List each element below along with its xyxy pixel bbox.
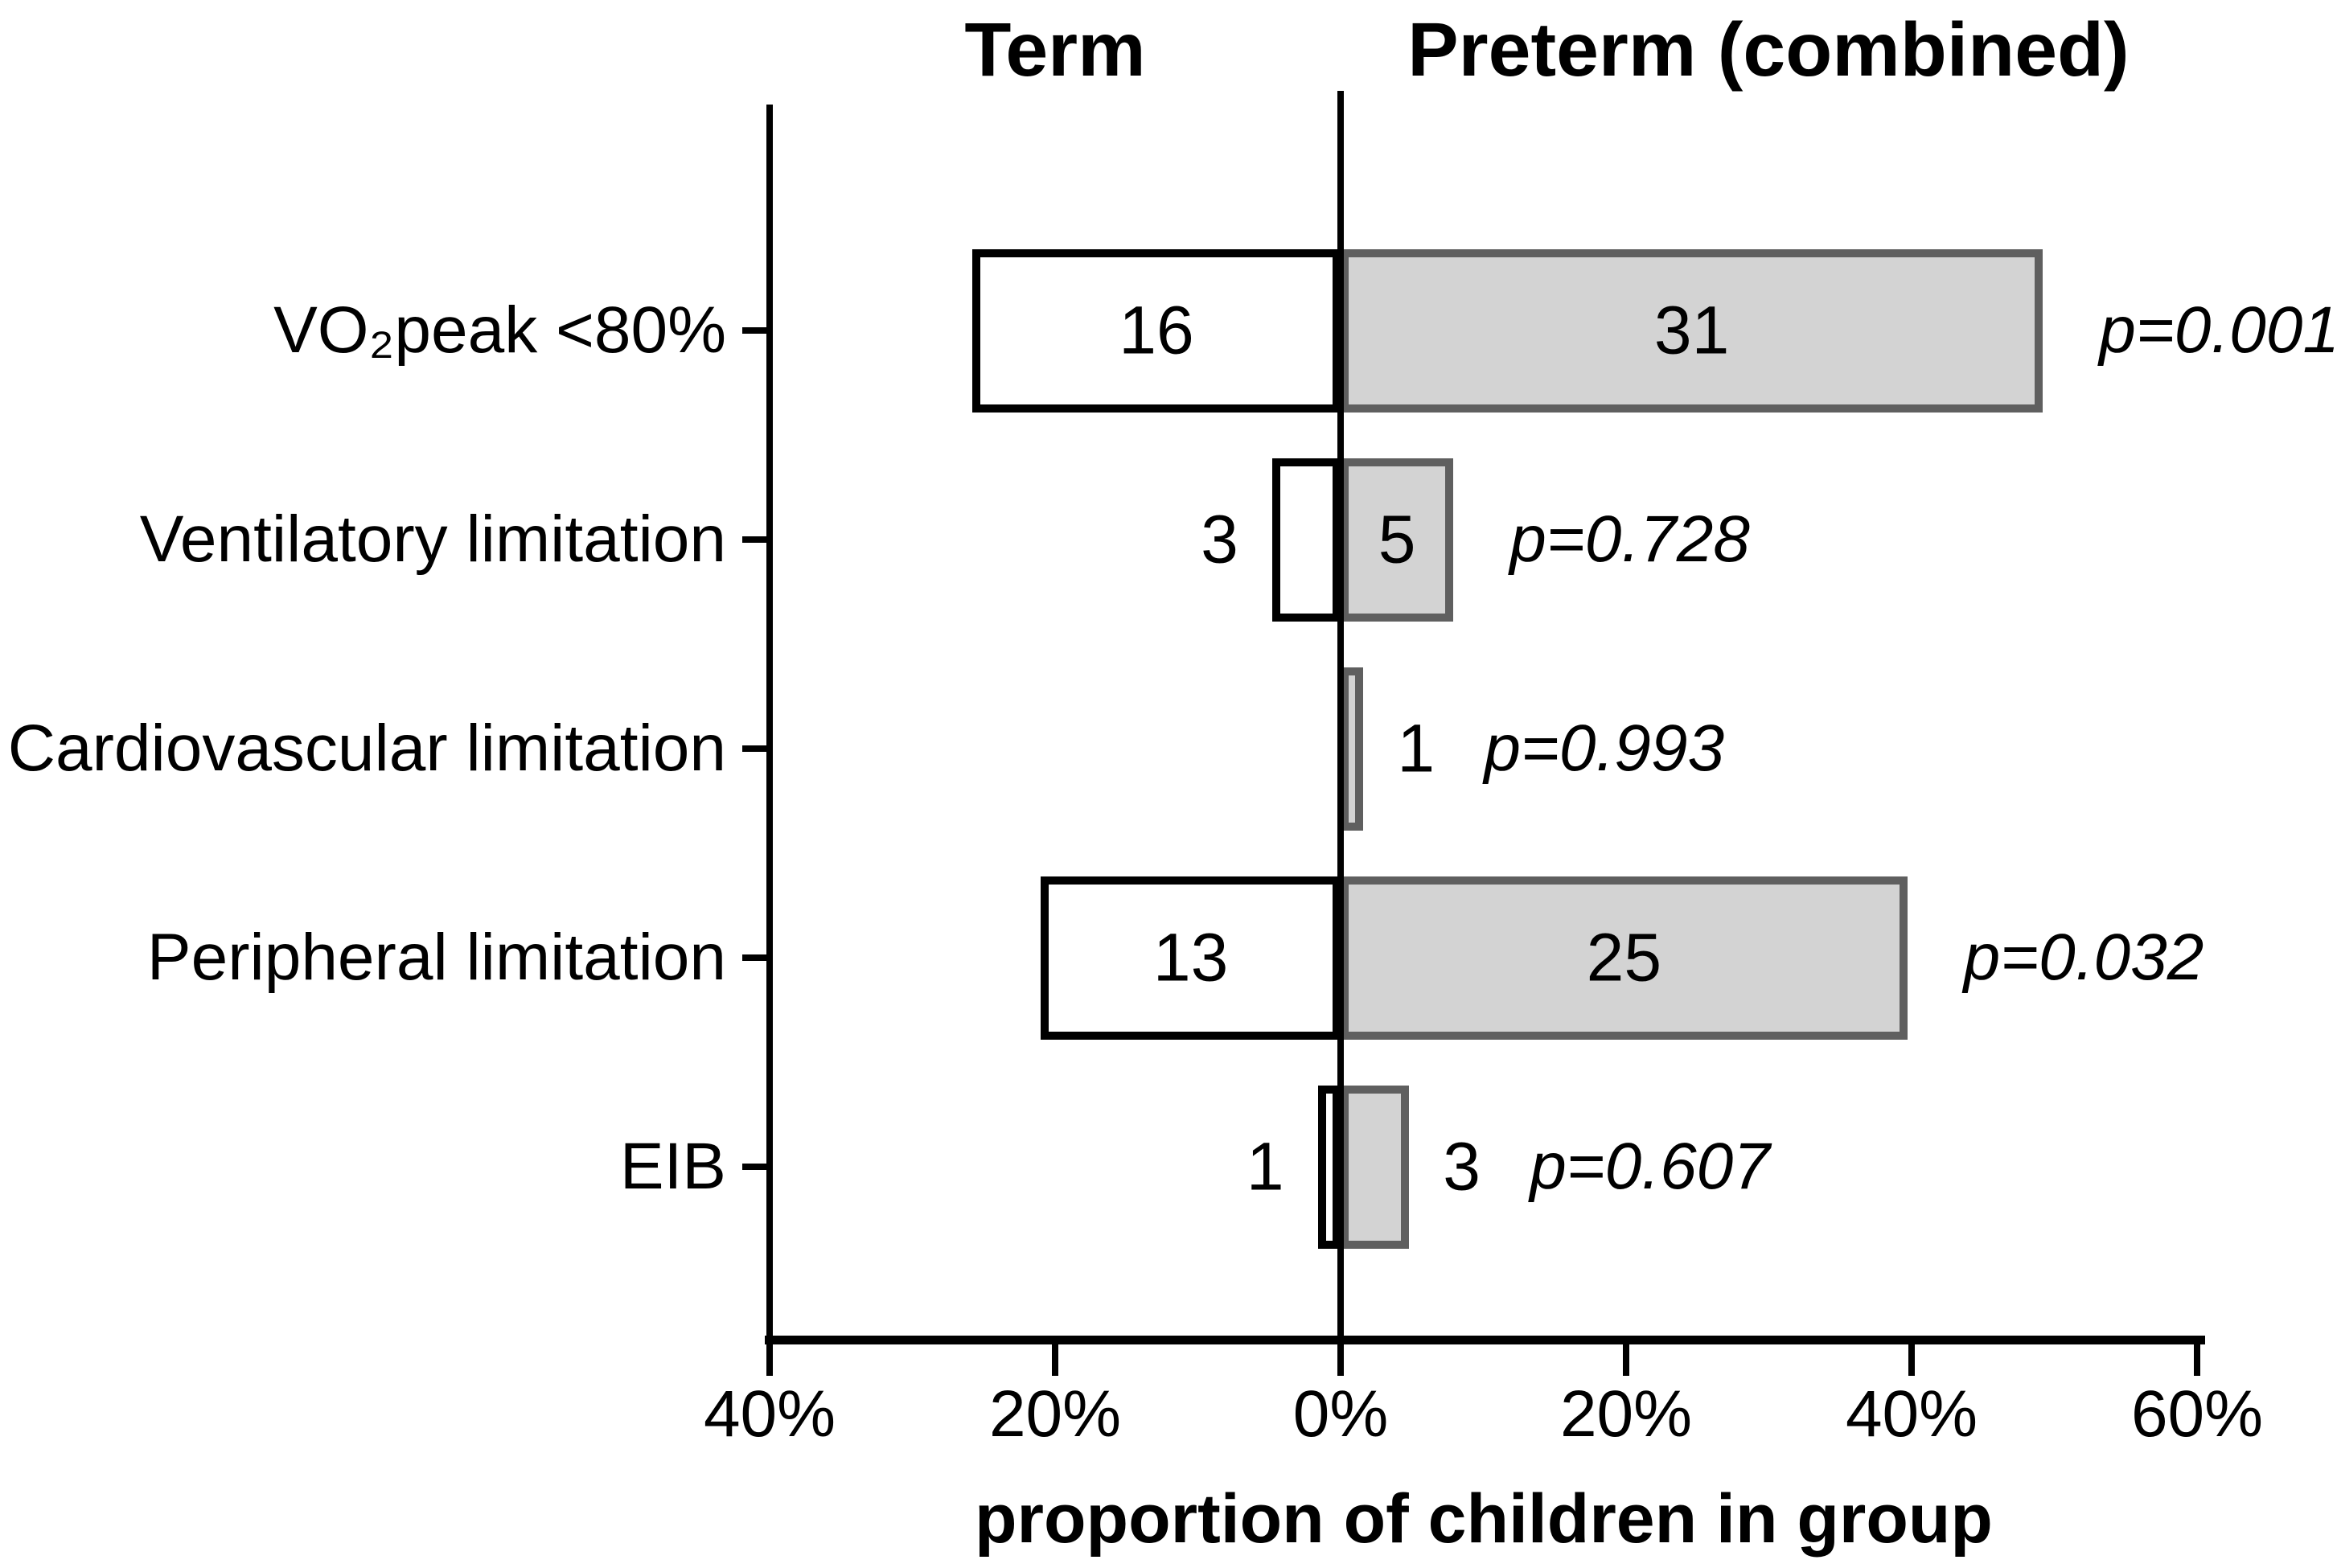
category-tick <box>742 745 770 752</box>
category-label: Ventilatory limitation <box>139 503 726 576</box>
preterm-count-label: 25 <box>1586 919 1662 995</box>
right-group-title: Preterm (combined) <box>1407 7 2130 92</box>
preterm-bar <box>1341 248 2043 413</box>
category-tick <box>742 536 770 543</box>
p-value-label: p=0.001 <box>2099 293 2337 367</box>
category-label: EIB <box>619 1130 726 1203</box>
term-count-label: 13 <box>1152 919 1229 995</box>
preterm-count-label: 5 <box>1378 501 1416 577</box>
p-value-label: p=0.728 <box>1509 503 1750 576</box>
x-axis-tick-label: 20% <box>1559 1377 1693 1451</box>
term-count-label: 16 <box>1119 292 1194 368</box>
p-value-label: p=0.032 <box>1963 921 2204 994</box>
x-axis-tick-label: 40% <box>1845 1377 1978 1451</box>
p-value-label: p=0.607 <box>1530 1130 1770 1203</box>
category-tick <box>742 327 770 334</box>
p-value-label: p=0.993 <box>1484 712 1725 785</box>
preterm-count-label: 31 <box>1653 292 1730 368</box>
term-bar <box>972 248 1341 413</box>
term-bar <box>1317 1085 1341 1249</box>
term-count-label: 1 <box>1246 1128 1284 1205</box>
category-label: Cardiovascular limitation <box>7 712 726 785</box>
x-axis-line <box>765 1336 2205 1344</box>
x-axis-tick <box>2194 1339 2200 1376</box>
y-axis-spine <box>766 105 773 1344</box>
x-axis-tick <box>1623 1339 1629 1376</box>
x-axis-tick-label: 20% <box>988 1377 1122 1451</box>
x-axis-tick-label: 0% <box>1292 1377 1389 1451</box>
x-axis-tick <box>1337 1339 1344 1376</box>
preterm-bar <box>1341 876 1908 1040</box>
x-axis-tick <box>1052 1339 1058 1376</box>
term-bar <box>1041 876 1341 1040</box>
preterm-count-label: 3 <box>1443 1128 1481 1205</box>
preterm-bar <box>1341 458 1454 622</box>
preterm-bar <box>1341 667 1364 831</box>
preterm-bar <box>1341 1085 1410 1249</box>
x-axis-tick-label: 40% <box>703 1377 836 1451</box>
category-tick <box>742 1164 770 1170</box>
x-axis-title: proportion of children in group <box>975 1480 1993 1558</box>
term-bar <box>1271 458 1341 622</box>
x-axis-tick <box>766 1339 773 1376</box>
x-axis-tick-label: 60% <box>2130 1377 2264 1451</box>
category-tick <box>742 954 770 961</box>
preterm-count-label: 1 <box>1397 710 1435 786</box>
category-label: Peripheral limitation <box>146 921 726 994</box>
term-count-label: 3 <box>1201 501 1238 577</box>
category-label: VO₂peak <80% <box>273 293 726 367</box>
x-axis-tick <box>1908 1339 1915 1376</box>
left-group-title: Term <box>964 7 1146 92</box>
zero-baseline <box>1337 91 1344 1344</box>
